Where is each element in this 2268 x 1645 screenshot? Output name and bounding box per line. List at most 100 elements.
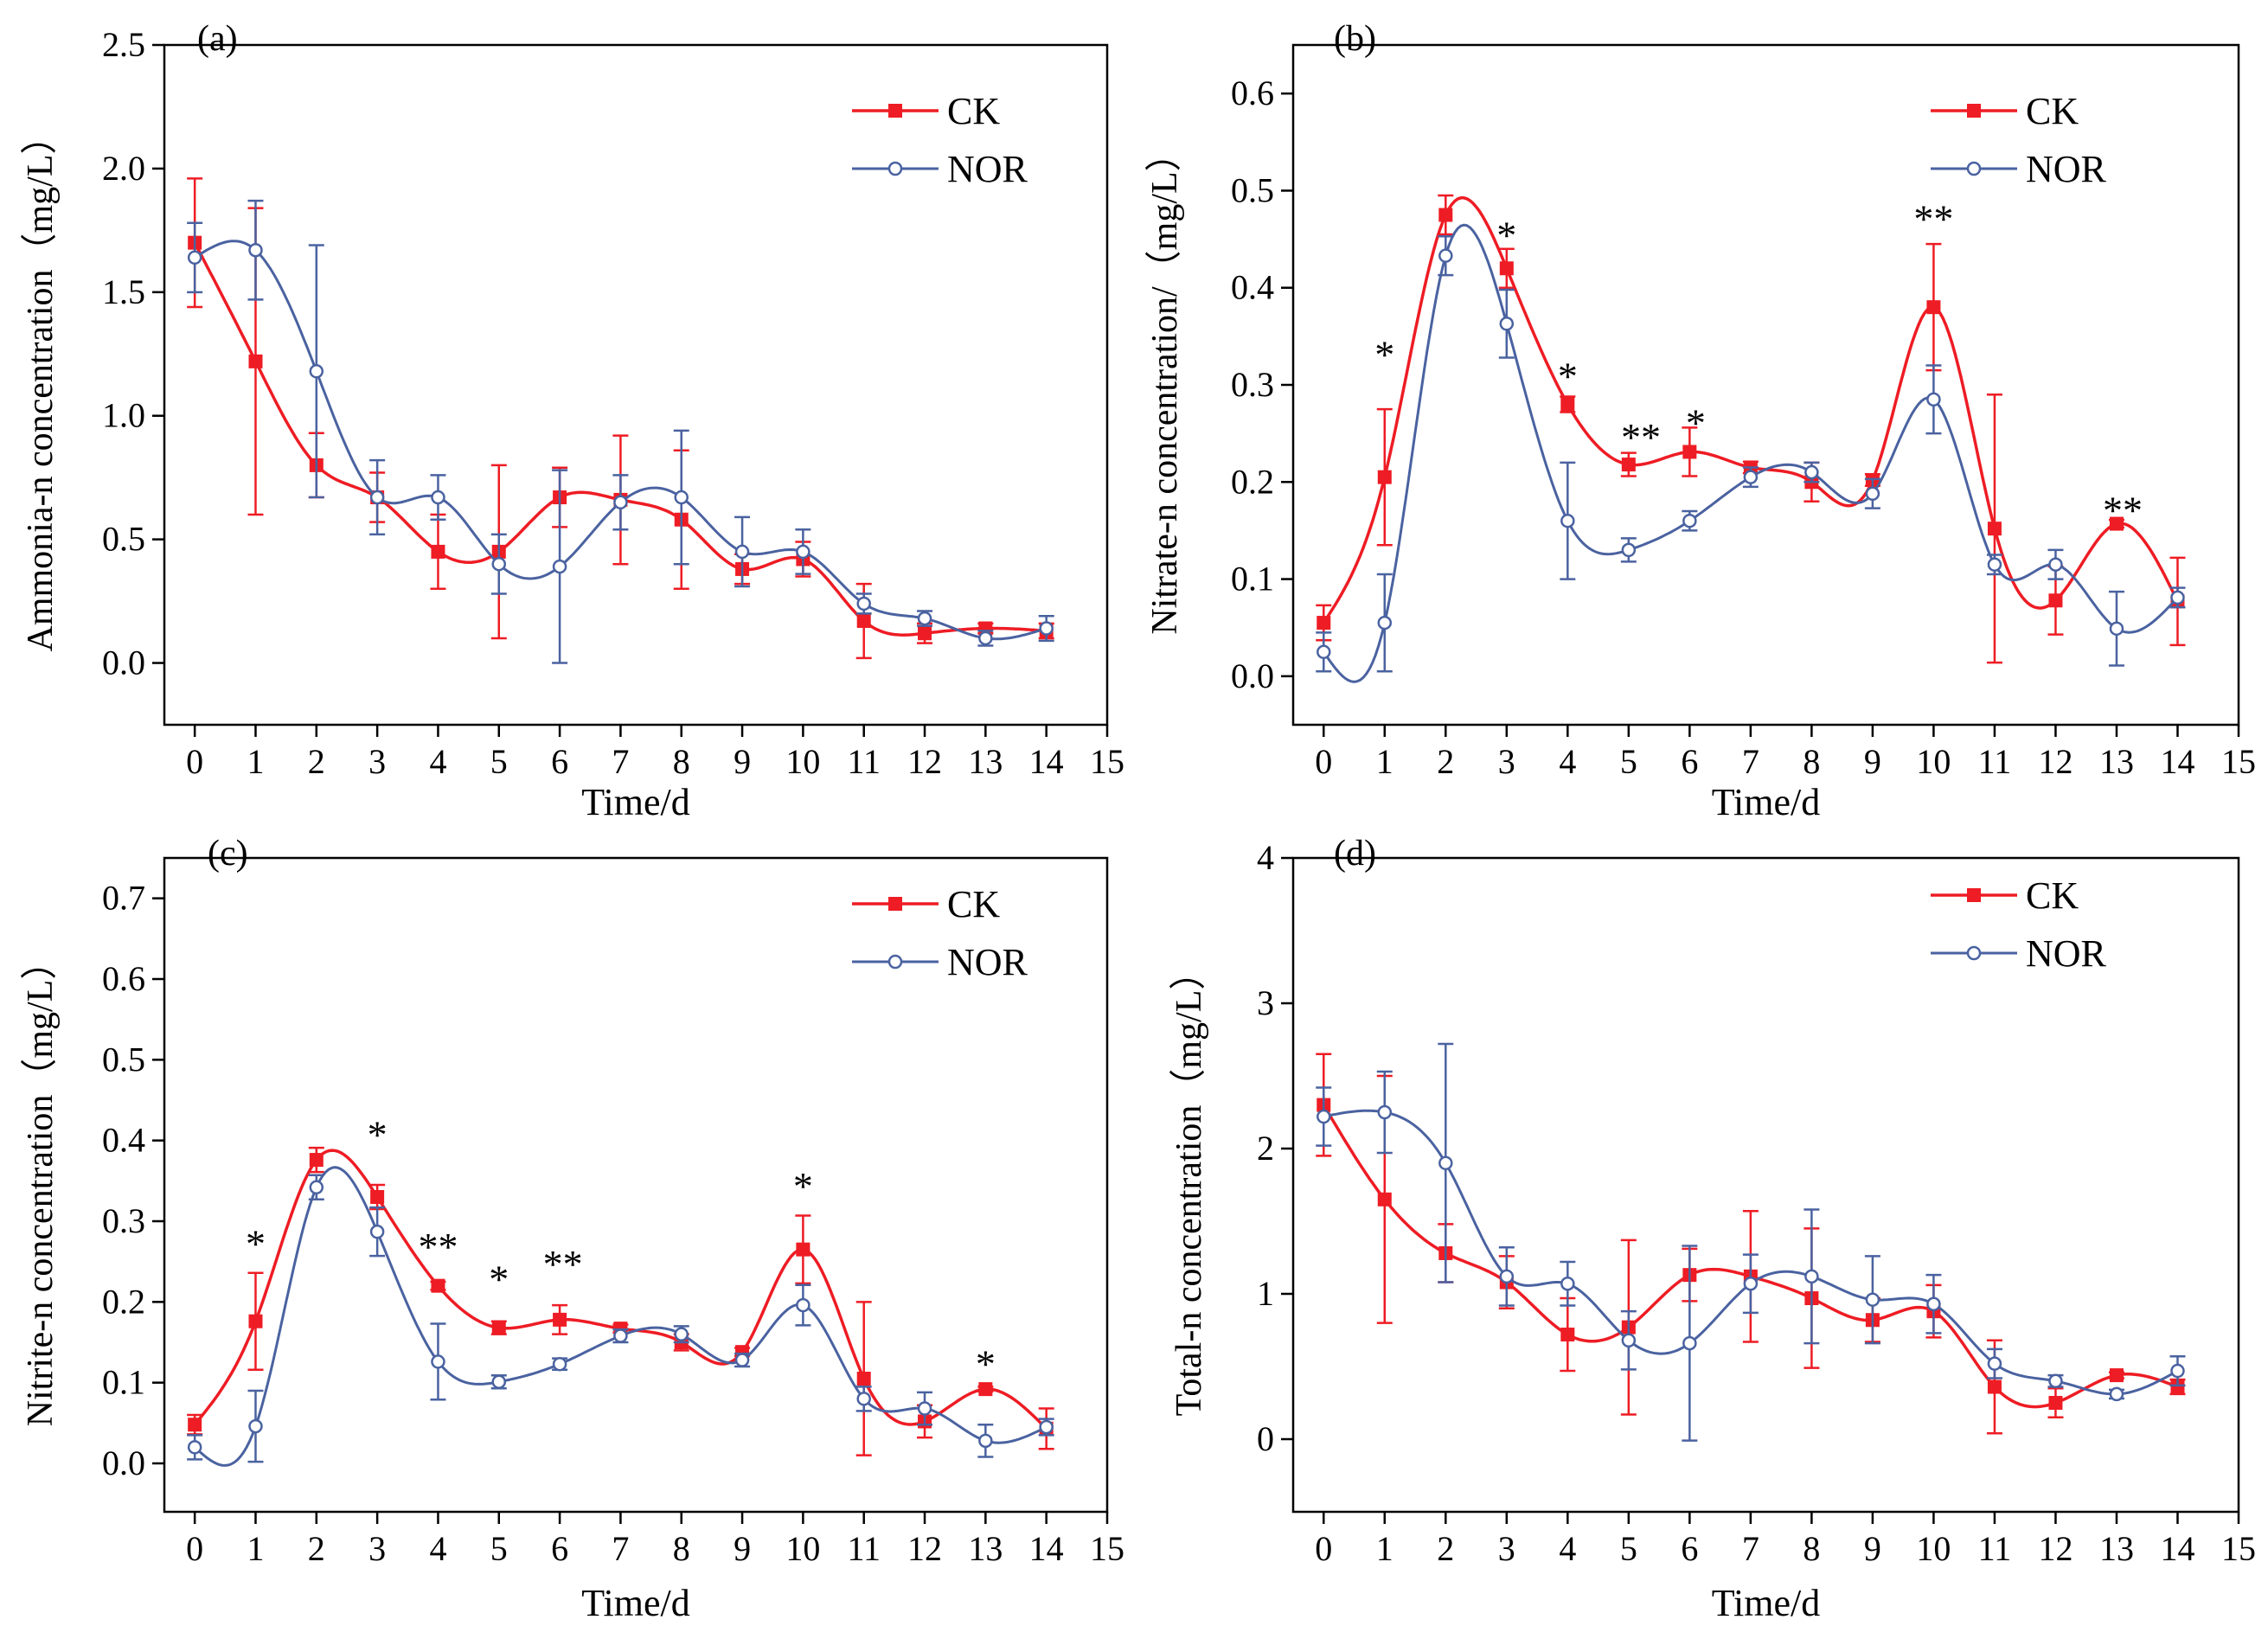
data-point <box>1621 542 1637 558</box>
data-point <box>978 1433 993 1449</box>
legend-label: CK <box>2026 874 2079 917</box>
data-point <box>1621 1333 1637 1348</box>
legend-marker <box>1967 104 1981 118</box>
y-tick-label: 0.0 <box>102 643 145 682</box>
y-tick-label: 1 <box>1257 1274 1274 1313</box>
legend-label: NOR <box>947 148 1028 190</box>
x-tick-label: 8 <box>1803 1529 1820 1568</box>
data-point <box>248 1314 263 1328</box>
chart-panel-2: 0 1 2 3 4 5 6 7 8 9 10 11 12 13 14 150.00.10.20.30.40.5… <box>1145 19 2256 823</box>
data-point <box>856 613 871 628</box>
data-point <box>1926 300 1941 315</box>
data-point <box>856 1392 871 1406</box>
x-axis-label: Time/d <box>581 1582 690 1624</box>
data-point <box>1987 1379 2002 1394</box>
data-point <box>1987 557 2002 572</box>
x-tick-label: 12 <box>2038 742 2073 781</box>
x-tick-label: 5 <box>1620 1529 1637 1568</box>
significance-marker: ** <box>1621 415 1661 459</box>
legend-marker <box>888 104 902 118</box>
data-point <box>856 1372 871 1386</box>
x-tick-label: 15 <box>2221 742 2256 781</box>
y-axis-label: Nitrate-n concentration/（mg/L） <box>1145 135 1185 634</box>
data-point <box>2048 557 2063 572</box>
data-point <box>1039 1419 1054 1435</box>
x-tick-label: 10 <box>1916 742 1951 781</box>
data-point <box>1317 1109 1331 1124</box>
data-point <box>674 1327 689 1341</box>
data-point <box>370 1190 385 1204</box>
data-point <box>1377 615 1393 630</box>
x-tick-label: 6 <box>1681 742 1698 781</box>
x-tick-label: 1 <box>247 1529 264 1568</box>
y-tick-label: 2.0 <box>102 149 145 188</box>
data-point <box>2048 1373 2063 1389</box>
data-point <box>674 490 689 505</box>
x-tick-label: 3 <box>368 742 386 781</box>
data-point <box>1743 1276 1759 1291</box>
legend-label: CK <box>947 90 1000 132</box>
x-tick-label: 15 <box>2221 1529 2256 1568</box>
x-tick-label: 11 <box>1978 742 2012 781</box>
data-point <box>918 626 932 641</box>
x-axis-label: Time/d <box>581 781 690 823</box>
x-tick-label: 15 <box>1090 742 1124 781</box>
legend: CK NOR <box>1931 874 2107 975</box>
data-point <box>1865 1292 1880 1307</box>
x-tick-label: 10 <box>785 742 820 781</box>
x-tick-label: 9 <box>1864 742 1881 781</box>
x-tick-label: 6 <box>551 1529 568 1568</box>
significance-marker: * <box>489 1258 509 1302</box>
x-tick-label: 4 <box>429 1529 446 1568</box>
data-point <box>1560 513 1575 528</box>
data-point <box>187 1440 202 1455</box>
x-tick-label: 3 <box>1498 742 1515 781</box>
data-point <box>856 596 871 611</box>
y-tick-label: 0.0 <box>102 1443 145 1482</box>
x-tick-label: 2 <box>1437 1529 1454 1568</box>
y-tick-label: 0.5 <box>102 1040 145 1079</box>
significance-marker: * <box>246 1221 266 1265</box>
data-point <box>734 1353 750 1367</box>
series-nor <box>1316 1042 2186 1442</box>
chart-panel-1: 0 1 2 3 4 5 6 7 8 9 10 11 12 13 14 150.00.51.01.52.02.5… <box>21 19 1124 823</box>
y-tick-label: 1.5 <box>102 272 145 311</box>
x-tick-label: 0 <box>186 742 203 781</box>
data-point <box>1499 1269 1515 1284</box>
y-tick-label: 0.5 <box>1231 170 1274 209</box>
data-point <box>1804 464 1819 480</box>
data-point <box>1682 1335 1697 1351</box>
data-point <box>613 495 628 510</box>
x-tick-label: 14 <box>1029 1529 1064 1568</box>
x-tick-label: 7 <box>612 1529 629 1568</box>
data-point <box>431 490 445 505</box>
y-tick-label: 0.6 <box>102 959 145 998</box>
data-point <box>1377 1104 1393 1120</box>
data-point <box>1560 397 1575 412</box>
data-point <box>1317 616 1331 630</box>
data-point <box>309 364 324 379</box>
x-tick-label: 8 <box>1803 742 1820 781</box>
y-tick-label: 0.2 <box>1231 462 1274 501</box>
y-tick-label: 0.1 <box>1231 560 1274 598</box>
x-tick-label: 12 <box>2038 1529 2073 1568</box>
significance-marker: ** <box>418 1225 458 1269</box>
data-point <box>978 1382 993 1397</box>
data-point <box>2109 516 2124 531</box>
data-point <box>1438 208 1453 222</box>
legend-marker <box>887 161 903 176</box>
x-tick-label: 4 <box>1559 742 1576 781</box>
y-tick-label: 3 <box>1257 983 1274 1022</box>
data-point <box>309 1153 324 1168</box>
x-tick-label: 13 <box>2099 742 2134 781</box>
panel-title: (d) <box>1334 834 1376 874</box>
x-tick-label: 0 <box>1315 1529 1332 1568</box>
x-tick-label: 14 <box>2160 1529 2194 1568</box>
y-axis-label: Nitrite-n concentration（mg/L） <box>21 944 61 1427</box>
data-point <box>2170 1363 2185 1379</box>
data-point <box>1621 458 1636 472</box>
data-point <box>796 1242 810 1257</box>
data-point <box>1039 621 1054 636</box>
data-point <box>1987 522 2002 536</box>
